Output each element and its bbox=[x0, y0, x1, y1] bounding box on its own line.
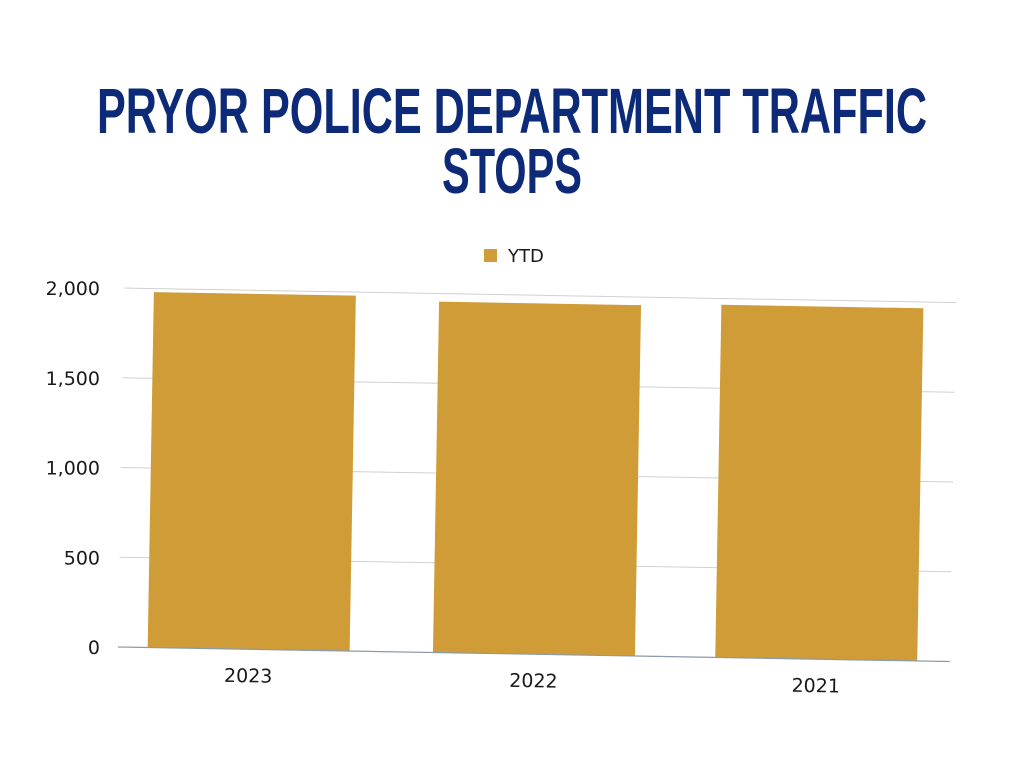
y-tick-label: 500 bbox=[64, 547, 100, 569]
bar-2021 bbox=[715, 304, 924, 661]
legend: YTD bbox=[484, 246, 544, 267]
y-tick-label: 2,000 bbox=[46, 278, 100, 300]
x-tick-label: 2021 bbox=[791, 675, 840, 698]
x-tick-label: 2023 bbox=[224, 665, 273, 688]
y-tick-label: 1,500 bbox=[46, 368, 100, 390]
gridline bbox=[124, 287, 957, 304]
x-axis-line bbox=[117, 646, 950, 663]
x-tick-label: 2022 bbox=[509, 670, 558, 693]
chart-title-line-1: PRYOR POLICE DEPARTMENT TRAFFIC bbox=[97, 75, 927, 147]
legend-label: YTD bbox=[507, 246, 544, 267]
legend-swatch bbox=[484, 249, 497, 262]
y-tick-label: 1,000 bbox=[46, 458, 100, 480]
bar-2023 bbox=[147, 292, 356, 652]
chart-title-line-2: STOPS bbox=[442, 135, 582, 207]
bar-2022 bbox=[432, 301, 642, 657]
y-tick-label: 0 bbox=[88, 637, 100, 659]
